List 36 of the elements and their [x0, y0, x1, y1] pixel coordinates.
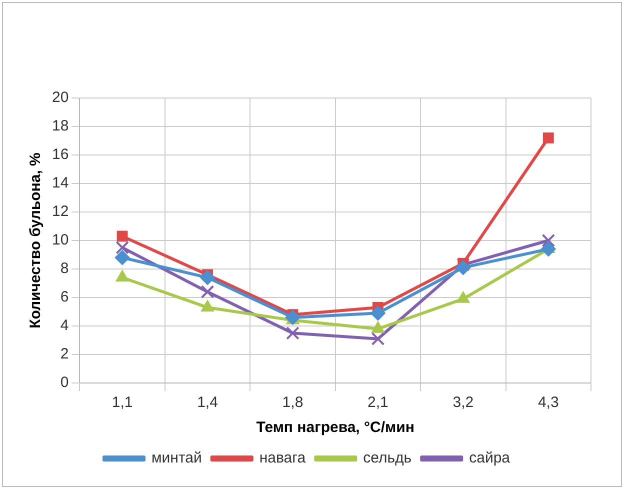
x-tick-label: 1,8	[282, 394, 304, 412]
y-tick-label: 12	[52, 203, 69, 220]
point	[114, 250, 130, 266]
legend-label: сайра	[469, 450, 511, 467]
point	[286, 326, 300, 340]
point	[540, 242, 556, 257]
legend-label: минтай	[151, 450, 202, 467]
y-tick-label: 14	[52, 174, 69, 192]
point	[542, 132, 554, 144]
y-tick-label: 10	[52, 232, 69, 249]
y-tick-label: 6	[60, 288, 69, 306]
x-tick-label: 1,4	[197, 394, 218, 412]
point	[285, 310, 300, 325]
y-tick-label: 4	[60, 317, 69, 334]
x-tick-label: 1,1	[112, 394, 133, 412]
point	[456, 260, 471, 276]
y-axis-title: Количество бульона, %	[27, 152, 44, 328]
y-tick-label: 18	[52, 118, 69, 135]
y-tick-label: 2	[60, 346, 69, 363]
point	[371, 332, 385, 346]
y-tick-label: 16	[52, 146, 69, 164]
point	[116, 240, 129, 254]
point	[542, 234, 556, 248]
legend-label: навага	[259, 450, 306, 467]
y-tick-label: 20	[52, 89, 69, 106]
point	[370, 306, 386, 321]
point	[200, 270, 216, 286]
legend-label: сельдь	[363, 450, 412, 467]
y-tick-label: 0	[60, 374, 69, 392]
point	[116, 230, 128, 242]
x-axis-title: Темп нагрева, °C/мин	[256, 419, 414, 436]
point	[200, 285, 214, 298]
x-tick-label: 4,3	[538, 394, 559, 412]
x-tick-label: 2,1	[368, 394, 388, 412]
x-tick-label: 3,2	[452, 394, 474, 412]
y-tick-label: 8	[60, 260, 69, 278]
